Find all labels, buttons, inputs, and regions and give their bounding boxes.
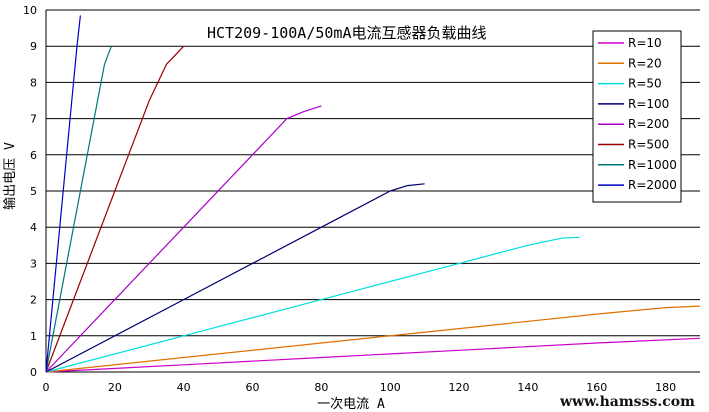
x-tick-labels: 0 20 40 60 80 100 120 140 160 180 <box>43 381 677 394</box>
series-line-r-500 <box>45 45 185 373</box>
x-tick-label: 20 <box>108 381 122 394</box>
y-tick-label: 6 <box>30 149 37 162</box>
series-lines <box>45 15 701 373</box>
x-tick-label: 0 <box>43 381 50 394</box>
legend-label: R=500 <box>628 138 669 152</box>
x-tick-label: 60 <box>246 381 260 394</box>
y-tick-label: 2 <box>30 294 37 307</box>
y-tick-label: 7 <box>30 113 37 126</box>
x-tick-label: 100 <box>380 381 401 394</box>
legend: R=10 R=20 R=50 R=100 R=200 R=500 R=1000 R=2000 <box>592 30 682 203</box>
series-line-r-1000 <box>45 45 112 373</box>
x-axis-label: 一次电流 A <box>317 396 385 412</box>
y-tick-label: 8 <box>30 76 37 89</box>
series-line-r-10 <box>45 337 701 373</box>
legend-label: R=20 <box>628 56 662 70</box>
x-tick-label: 80 <box>314 381 328 394</box>
legend-items: R=10 R=20 R=50 R=100 R=200 R=500 R=1000 R=2000 <box>598 36 677 192</box>
legend-label: R=1000 <box>628 158 677 172</box>
legend-label: R=200 <box>628 117 669 131</box>
y-tick-label: 9 <box>30 40 37 53</box>
x-tick-label: 160 <box>586 381 607 394</box>
y-axis-label: 输出电压 V <box>2 142 18 210</box>
y-tick-label: 10 <box>23 4 37 17</box>
series-line-r-200 <box>45 105 322 373</box>
y-tick-label: 4 <box>30 221 37 234</box>
watermark-text: www.hamsss.com <box>560 394 695 410</box>
x-tick-label: 40 <box>177 381 191 394</box>
y-tick-labels: 0 1 2 3 4 5 6 7 8 9 10 <box>23 4 37 379</box>
grid-lines <box>46 9 700 337</box>
y-tick-label: 1 <box>30 330 37 343</box>
legend-label: R=2000 <box>628 178 677 192</box>
y-tick-label: 3 <box>30 257 37 270</box>
x-tick-label: 140 <box>517 381 538 394</box>
y-tick-label: 5 <box>30 185 37 198</box>
series-line-r-2000 <box>45 15 81 373</box>
legend-label: R=10 <box>628 36 662 50</box>
legend-box <box>592 30 682 203</box>
x-tick-label: 180 <box>655 381 676 394</box>
series-line-r-20 <box>45 305 701 373</box>
axes <box>45 10 700 373</box>
series-line-r-50 <box>45 236 580 373</box>
chart-title: HCT209-100A/50mA电流互感器负载曲线 <box>207 24 487 42</box>
legend-label: R=100 <box>628 97 669 111</box>
legend-label: R=50 <box>628 77 662 91</box>
y-tick-label: 0 <box>30 366 37 379</box>
x-tick-label: 120 <box>449 381 470 394</box>
series-line-r-100 <box>45 183 425 373</box>
